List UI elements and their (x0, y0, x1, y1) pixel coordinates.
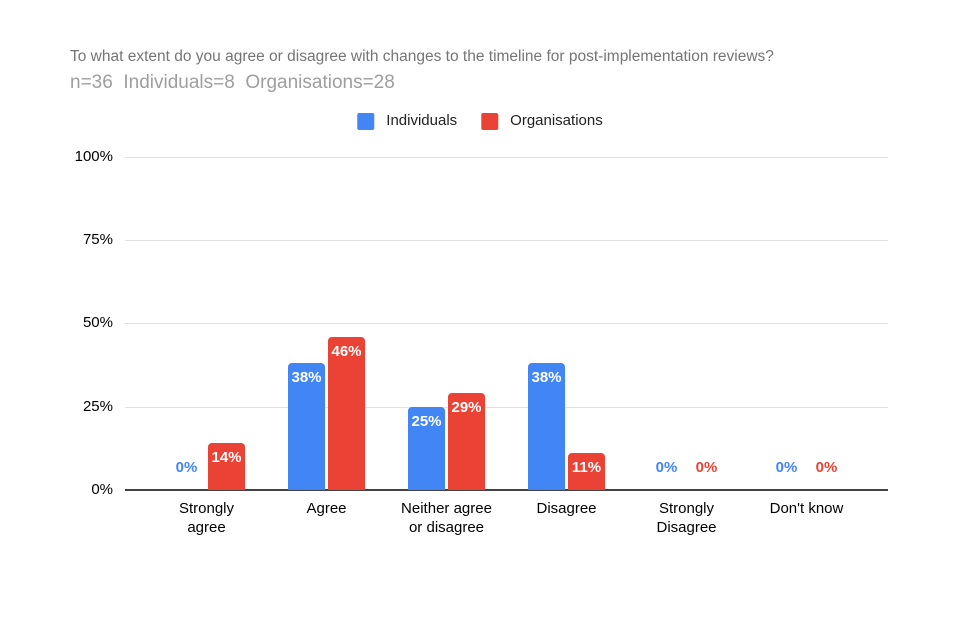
bar-value-label: 11% (571, 459, 602, 477)
x-axis-label: Strongly agree (178, 500, 235, 536)
gridline (125, 240, 888, 241)
bar-organisations-3: 11% (568, 453, 605, 490)
bar-value-label: 25% (411, 412, 442, 430)
legend-color-swatch-icon (481, 112, 499, 130)
y-axis-tick-label: 0% (91, 481, 113, 498)
bar-organisations-1: 46% (328, 336, 365, 490)
y-axis-tick-label: 75% (82, 230, 113, 248)
legend-item-organisations: Organisations (481, 111, 603, 131)
legend-item-individuals: Individuals (357, 111, 457, 131)
chart-subtitle: n=36 Individuals=8 Organisations=28 (70, 72, 395, 93)
x-axis-label: Agree (306, 500, 347, 517)
bar-value-label: 29% (451, 399, 482, 417)
y-axis-tick-label: 25% (82, 397, 113, 415)
zero-value-label: 0% (655, 459, 678, 476)
gridline (125, 407, 888, 408)
bar-individuals-2: 25% (408, 406, 445, 490)
x-axis-label: Don't know (769, 500, 844, 517)
x-axis-label: Disagree (536, 500, 597, 517)
zero-value-label: 0% (175, 459, 198, 476)
bar-organisations-2: 29% (448, 393, 485, 490)
gridline (125, 157, 888, 158)
bar-organisations-0: 14% (208, 443, 245, 490)
legend-item-label: Organisations (510, 112, 603, 129)
legend: Individuals Organisations (357, 111, 603, 131)
zero-value-label: 0% (695, 459, 718, 476)
zero-value-label: 0% (775, 459, 798, 476)
x-axis-line (125, 489, 888, 491)
gridline (125, 323, 888, 324)
bar-value-label: 38% (291, 369, 322, 387)
zero-value-label: 0% (815, 459, 838, 476)
legend-color-swatch-icon (357, 112, 375, 130)
y-axis-tick-label: 50% (82, 314, 113, 332)
x-axis-label: Strongly Disagree (656, 500, 717, 536)
x-axis-label: Neither agree or disagree (401, 500, 492, 536)
legend-item-label: Individuals (386, 112, 458, 129)
bar-value-label: 46% (331, 342, 362, 360)
y-axis-tick-label: 100% (74, 147, 113, 165)
bar-individuals-3: 38% (528, 363, 565, 490)
bar-individuals-1: 38% (288, 363, 325, 490)
bar-value-label: 14% (211, 449, 242, 467)
bar-value-label: 38% (531, 369, 562, 387)
chart-title: To what extent do you agree or disagree … (70, 48, 774, 65)
